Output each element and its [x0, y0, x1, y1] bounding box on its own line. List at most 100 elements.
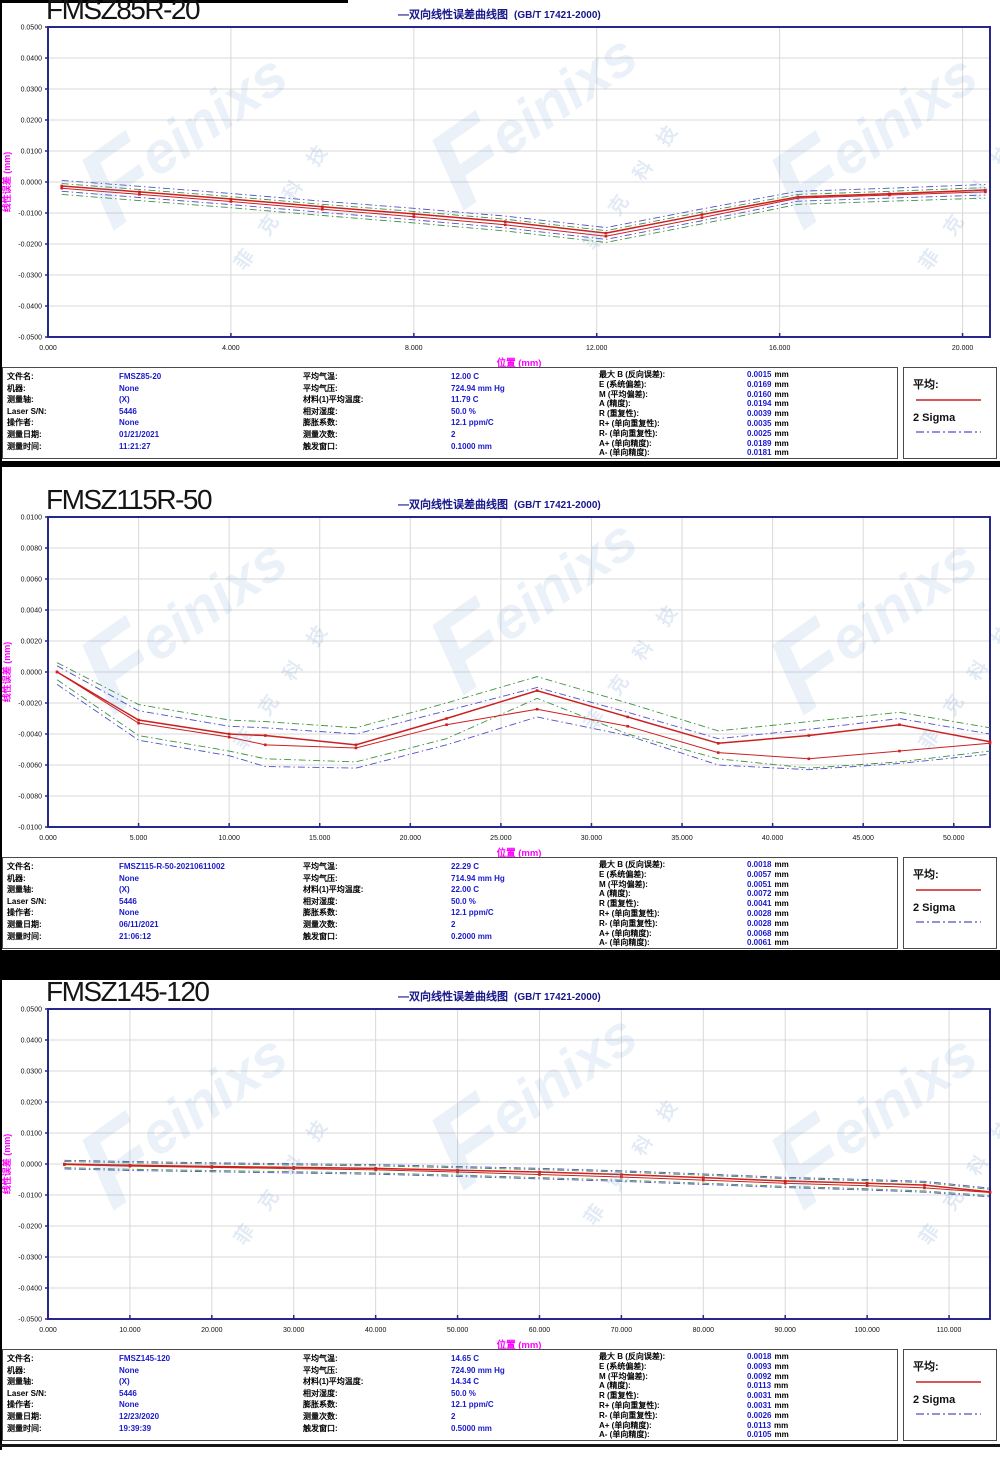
- info-value: 2: [451, 919, 456, 929]
- info-label: 测量轴:: [7, 1377, 34, 1387]
- info-value: None: [119, 383, 139, 393]
- info-column-results: 最大 B (反向误差): 0.0018 mm E (系统偏差): 0.0093 mm M (…: [599, 1352, 897, 1440]
- panel-separator: [0, 950, 1000, 980]
- y-tick-label: -0.0080: [18, 794, 42, 801]
- info-label: 文件名:: [7, 862, 34, 871]
- sigma-green-upper-line: [61, 183, 986, 232]
- y-tick-label: -0.0040: [18, 732, 42, 739]
- info-unit: mm: [774, 428, 789, 438]
- panel-fmsz115r-50: FMSZ115R-50 —双向线性误差曲线图 (GB/T 17421-2000) …: [0, 484, 1000, 980]
- info-label: R- (单向重复性):: [599, 428, 658, 438]
- x-tick-label: 20.000: [201, 1327, 223, 1334]
- legend-average-line: [916, 399, 981, 401]
- error-chart: 0.0500 0.0400 0.0300 0.0200 0.0100 0.0000 -0.0…: [1, 1007, 992, 1350]
- info-row: 触发窗口: 0.5000 mm: [303, 1423, 595, 1435]
- info-unit: mm: [774, 399, 789, 409]
- info-row: 触发窗口: 0.1000 mm: [303, 441, 595, 453]
- info-value: 0.0092: [747, 1371, 772, 1381]
- info-label: 材料(1)平均温度:: [303, 395, 364, 405]
- info-label: A+ (单向精度):: [599, 928, 652, 938]
- sigma-blue-upper-line: [64, 1159, 991, 1189]
- info-unit: mm: [774, 389, 789, 399]
- info-row: 平均气温: 12.00 C: [303, 371, 595, 383]
- info-label: 触发窗口:: [303, 1423, 338, 1433]
- y-tick-label: 0.0000: [21, 1162, 43, 1169]
- chart-standard: (GB/T 17421-2000): [514, 500, 601, 511]
- sigma-blue-lower-line: [56, 684, 991, 771]
- info-value: 714.94 mm Hg: [451, 873, 505, 883]
- info-row: 最大 B (反向误差): 0.0018 mm: [599, 1352, 897, 1362]
- info-value: 0.0057: [747, 869, 772, 879]
- info-column-environment: 平均气温: 22.29 C 平均气压: 714.94 mm Hg 材料(1)平均温度: 2…: [303, 861, 595, 942]
- x-tick-label: 90.000: [775, 1327, 797, 1334]
- info-label: Laser S/N:: [7, 406, 47, 416]
- info-row: R+ (单向重复性): 0.0035 mm: [599, 419, 897, 429]
- info-value: 0.0061: [747, 938, 772, 948]
- avg-forward-marker: [620, 1173, 623, 1176]
- info-row: 最大 B (反向误差): 0.0018 mm: [599, 860, 897, 870]
- info-row: 文件名: FMSZ145-120: [7, 1353, 299, 1365]
- x-tick-label: 30.000: [581, 835, 603, 842]
- info-row: 相对湿度: 50.0 %: [303, 896, 595, 908]
- y-tick-label: 0.0000: [21, 180, 43, 187]
- avg-reverse-marker: [865, 1184, 869, 1187]
- info-value: 0.0181: [747, 448, 772, 458]
- sigma-blue-upper-line: [56, 665, 991, 740]
- info-row: A+ (单向精度): 0.0068 mm: [599, 929, 897, 939]
- error-chart: 0.0500 0.0400 0.0300 0.0200 0.0100 0.0000 -0.0…: [1, 25, 991, 368]
- info-label: 测量次数:: [303, 919, 338, 929]
- y-tick-label: 0.0100: [21, 515, 43, 522]
- avg-forward-marker: [264, 734, 267, 737]
- page-title: FMSZ85R-20: [46, 0, 201, 25]
- panel-fmsz145-120: FMSZ145-120 —双向线性误差曲线图 (GB/T 17421-2000) …: [0, 976, 1000, 1472]
- info-unit: mm: [774, 928, 789, 938]
- avg-reverse-marker: [354, 746, 358, 750]
- info-label: A+ (单向精度):: [599, 1420, 652, 1430]
- info-row: 平均气温: 14.65 C: [303, 1353, 595, 1365]
- avg-forward-marker: [374, 1167, 377, 1170]
- x-tick-label: 0.000: [39, 1327, 57, 1334]
- x-tick-label: 10.000: [218, 835, 240, 842]
- info-value: 14.65 C: [451, 1354, 480, 1363]
- y-tick-label: 0.0100: [21, 149, 43, 156]
- info-unit: mm: [774, 1361, 789, 1371]
- avg-forward-marker: [783, 1179, 787, 1183]
- info-unit: mm: [774, 860, 789, 869]
- info-label: 材料(1)平均温度:: [303, 1377, 364, 1387]
- avg-reverse-marker: [137, 721, 140, 725]
- info-unit: mm: [774, 899, 789, 909]
- y-tick-label: 0.0500: [21, 1007, 43, 1014]
- measurement-info-table: 文件名: FMSZ115-R-50-20210611002 机器: None 测量轴: (…: [2, 857, 898, 949]
- info-label: 操作者:: [7, 908, 34, 918]
- info-value: 50.0 %: [451, 896, 476, 906]
- sigma-green-upper-line: [56, 662, 991, 732]
- info-unit: mm: [774, 370, 789, 379]
- info-row: A- (单向精度): 0.0181 mm: [599, 448, 897, 458]
- info-label: R (重复性):: [599, 409, 639, 419]
- info-label: 操作者:: [7, 418, 34, 428]
- info-row: A- (单向精度): 0.0105 mm: [599, 1430, 897, 1440]
- avg-reverse-marker: [888, 193, 891, 197]
- info-row: Laser S/N: 5446: [7, 406, 299, 418]
- info-row: 操作者: None: [7, 907, 299, 919]
- avg-reverse-marker: [538, 1173, 541, 1176]
- avg-forward-marker: [984, 188, 987, 192]
- info-label: Laser S/N:: [7, 1388, 47, 1398]
- info-row: 测量时间: 21:06:12: [7, 931, 299, 943]
- page-bottom-edge: [0, 1444, 1000, 1447]
- legend-sigma-line: [916, 1413, 981, 1415]
- info-value: None: [119, 1365, 139, 1375]
- y-tick-label: 0.0000: [21, 670, 43, 677]
- x-tick-label: 5.000: [130, 835, 148, 842]
- info-row: A (精度): 0.0194 mm: [599, 399, 897, 409]
- legend-average-line: [916, 1381, 981, 1383]
- info-label: 膨胀系数:: [303, 418, 338, 428]
- info-row: 操作者: None: [7, 1399, 299, 1411]
- info-unit: mm: [774, 1352, 789, 1361]
- info-value: 2: [451, 429, 456, 439]
- info-value: 0.0018: [747, 860, 772, 869]
- y-tick-label: 0.0300: [21, 87, 43, 94]
- info-unit: mm: [774, 409, 789, 419]
- info-value: 0.0015: [747, 370, 772, 379]
- info-label: 测量轴:: [7, 395, 34, 405]
